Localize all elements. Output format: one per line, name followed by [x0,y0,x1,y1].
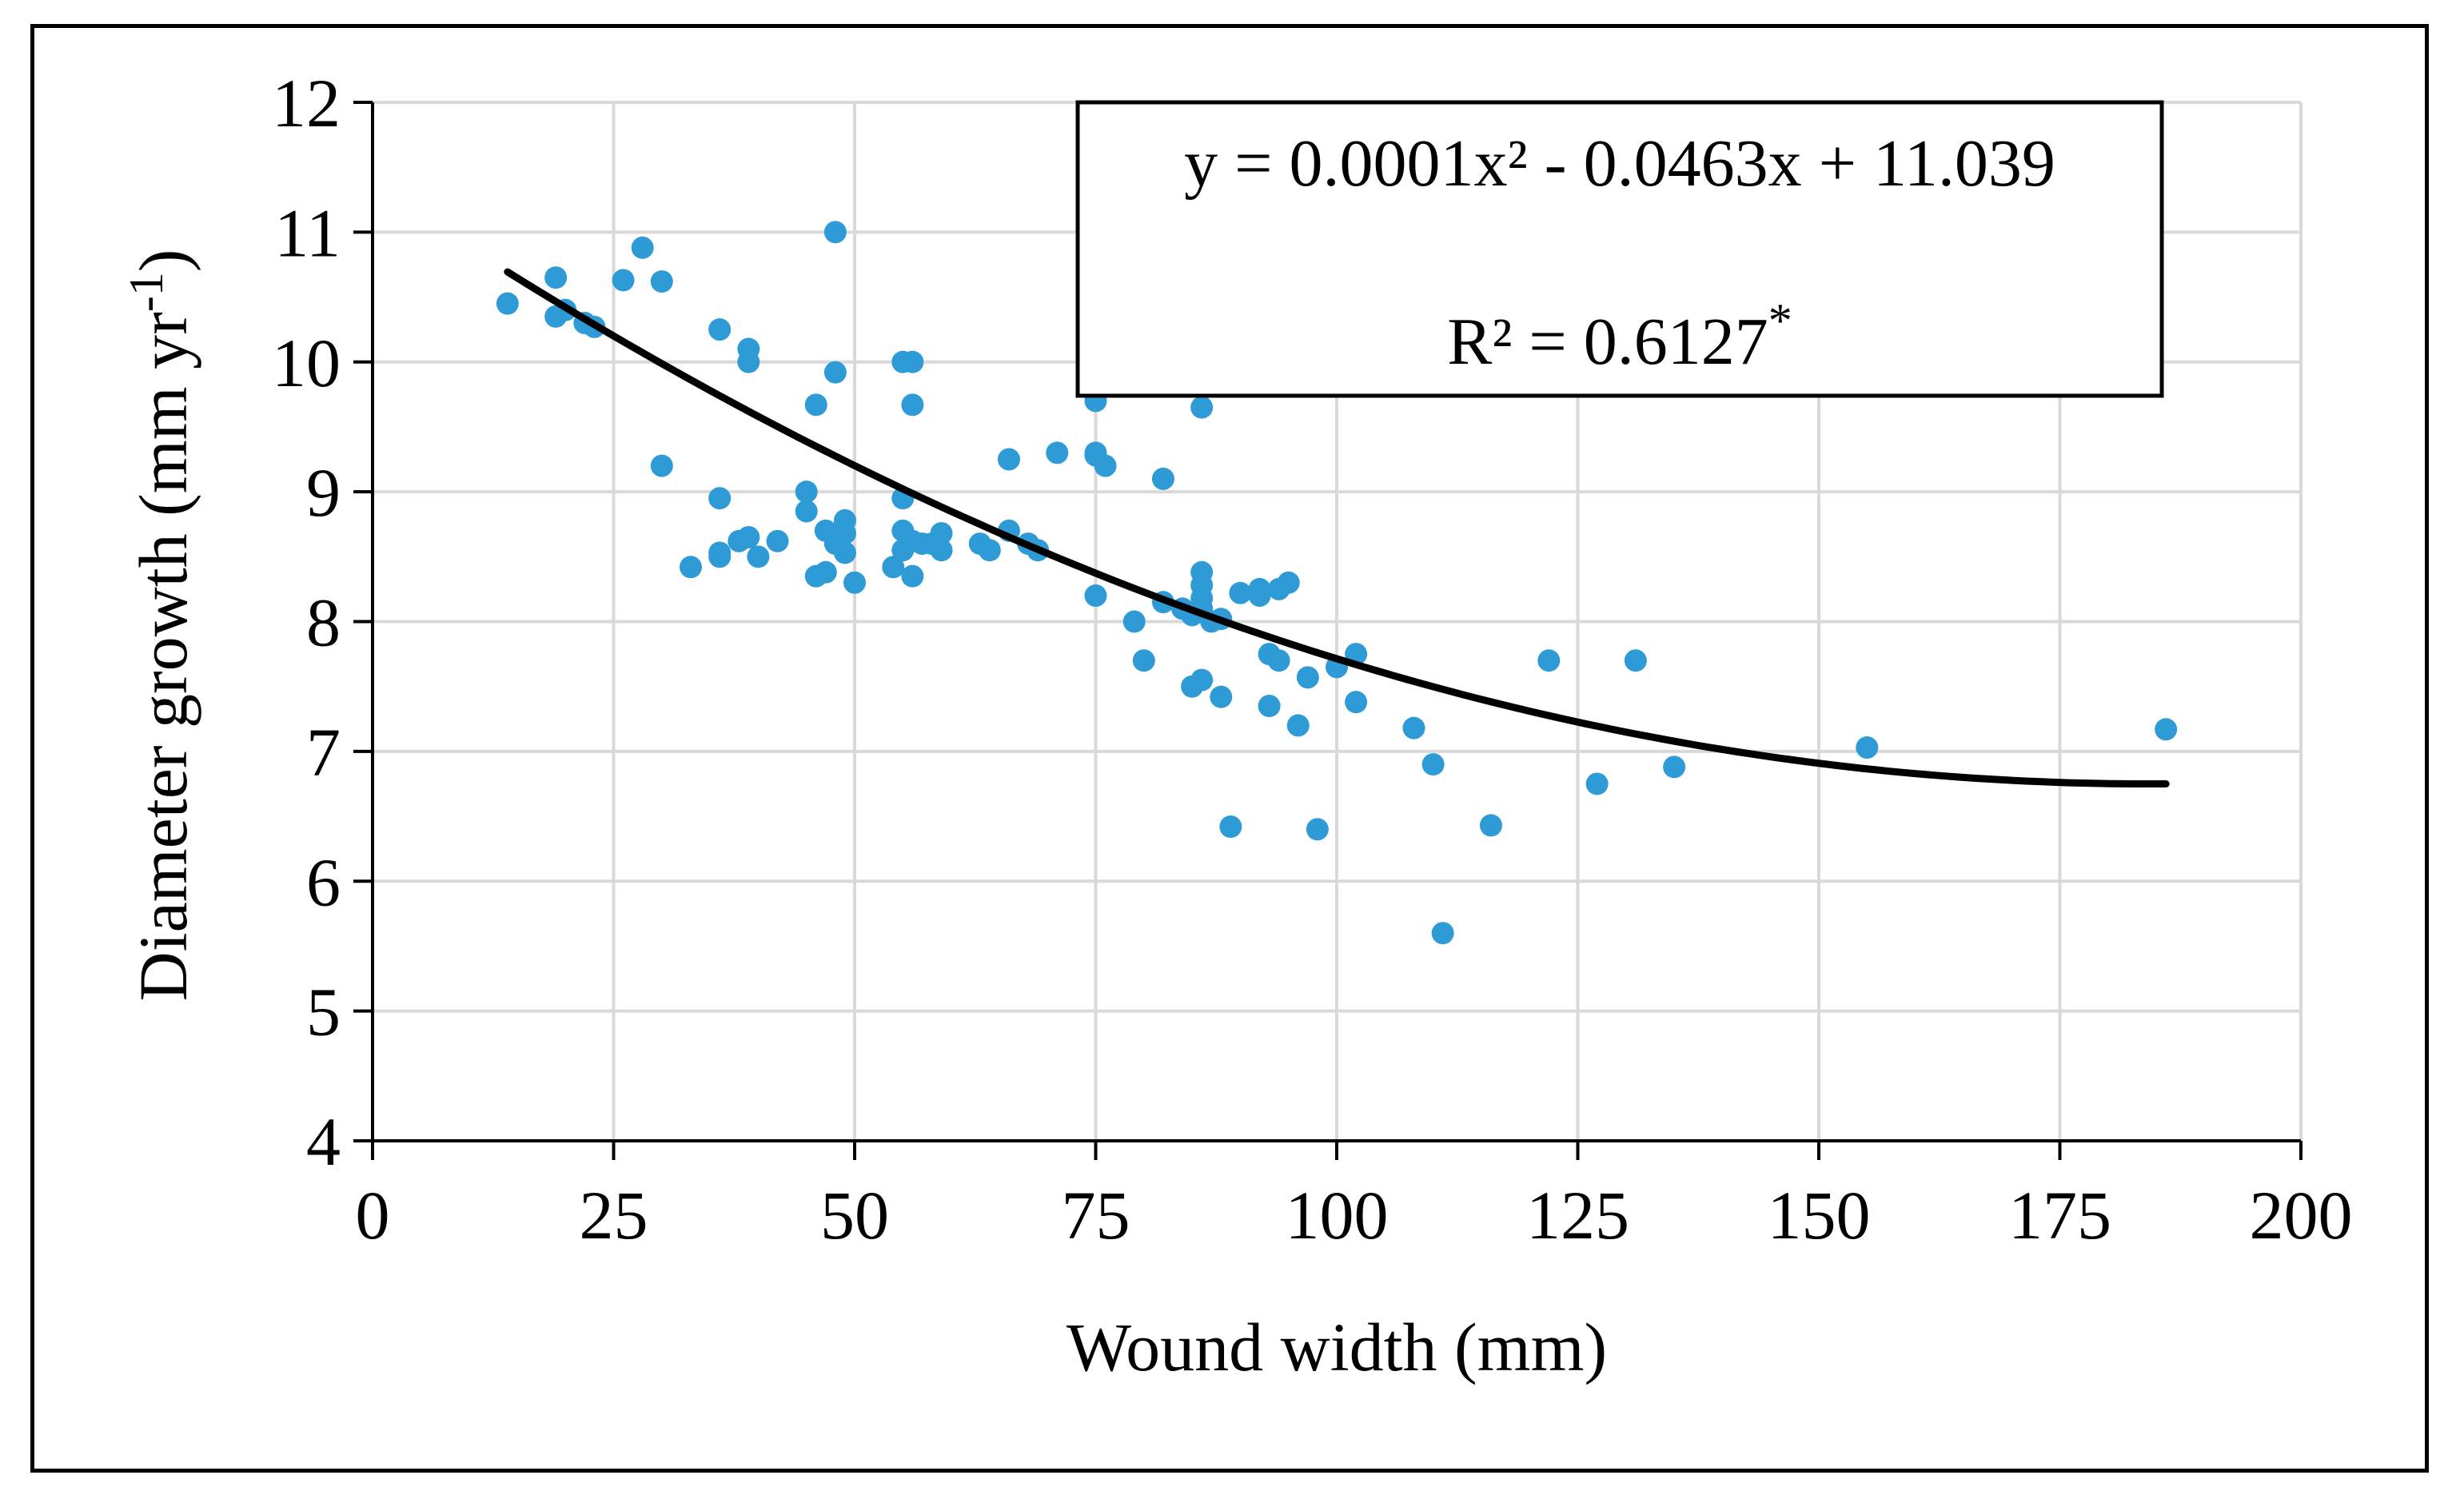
data-point [843,571,866,594]
data-point [1122,610,1146,633]
data-point [1345,691,1368,714]
data-point [795,500,818,523]
data-point [2155,718,2178,741]
data-point [1094,454,1117,477]
data-point [1210,685,1233,708]
x-tick-label-25: 25 [580,1177,648,1254]
data-point [901,564,924,588]
chart-frame [30,24,2429,1473]
y-axis-title-close: ) [125,249,201,273]
data-point [708,541,732,564]
y-tick-label-9: 9 [306,454,341,531]
data-point [882,556,905,579]
data-point [1046,441,1069,464]
data-point [1229,581,1252,604]
data-point [1431,922,1454,945]
data-point [978,539,1001,562]
equation-label: y = 0.0001x² - 0.0463x + 11.039 [1184,126,2055,201]
data-point [1296,666,1319,689]
data-point [823,221,847,244]
data-point [833,541,856,564]
data-point [804,393,827,417]
data-point [1084,584,1107,608]
x-tick-label-200: 200 [2250,1177,2353,1254]
data-point [1190,668,1214,692]
y-tick-label-5: 5 [306,974,341,1050]
x-tick-label-125: 125 [1526,1177,1629,1254]
r-squared-label: R² = 0.6127* [1447,294,1792,379]
y-tick-label-4: 4 [306,1103,341,1180]
axis-layer: 4 5 6 7 8 9 10 11 12 0 25 50 75 100 125 150 175 200 [272,65,2353,1254]
data-point [1219,815,1242,839]
x-tick-label-175: 175 [2008,1177,2111,1254]
data-point [930,539,953,562]
data-point [1479,814,1502,837]
x-tick-label-50: 50 [820,1177,889,1254]
x-tick-label-0: 0 [356,1177,390,1254]
data-point [708,487,732,510]
y-tick-label-12: 12 [272,65,341,142]
y-tick-label-10: 10 [272,325,341,401]
trendline-layer [504,268,2170,787]
data-point [814,560,837,584]
x-tick-label-150: 150 [1768,1177,1871,1254]
data-point [1421,753,1445,776]
data-point [795,480,818,504]
data-point [1306,818,1329,841]
data-point [997,448,1020,471]
data-point [1286,714,1310,737]
x-tick-label-75: 75 [1062,1177,1130,1254]
data-point [1258,695,1281,718]
data-point [737,350,760,373]
data-point [823,361,847,384]
y-axis-title-main: Diameter growth (mm yr [125,312,201,1001]
data-point [612,269,635,292]
data-point [1190,396,1214,419]
data-point [766,529,789,552]
r-squared-significance: * [1768,294,1792,347]
data-point [1663,755,1686,779]
data-point [1132,649,1155,672]
x-axis-title: Wound width (mm) [1067,1309,1607,1385]
data-point [747,545,770,568]
trendline [504,268,2170,787]
y-axis-title-superscript: -1 [120,272,173,312]
y-tick-label-8: 8 [306,584,341,661]
r-squared-value: R² = 0.6127 [1447,305,1768,379]
data-point [708,318,732,341]
equation-box-border [1075,100,2164,398]
data-point [1856,736,1879,759]
data-point [1248,584,1271,608]
x-tick-label-100: 100 [1286,1177,1389,1254]
y-tick-label-7: 7 [306,714,341,791]
data-point [1537,649,1561,672]
data-point [737,525,760,548]
data-point [1624,649,1647,672]
data-point [1402,716,1425,740]
data-point [1585,772,1609,795]
data-point [901,393,924,417]
equation-box: y = 0.0001x² - 0.0463x + 11.039 R² = 0.6… [1075,100,2164,398]
data-point [1151,467,1174,490]
data-point [833,522,856,545]
data-point [631,236,654,259]
data-point [650,454,673,477]
data-point [901,350,924,373]
data-point [650,270,673,293]
y-axis-title: Diameter growth (mm yr-1) [120,249,201,1002]
data-point [1267,649,1290,672]
data-point [679,556,702,579]
data-point [544,266,568,289]
y-tick-label-6: 6 [306,843,341,920]
data-point [496,292,519,315]
data-point [1277,571,1300,594]
y-tick-label-11: 11 [274,194,341,271]
data-point [930,522,953,545]
